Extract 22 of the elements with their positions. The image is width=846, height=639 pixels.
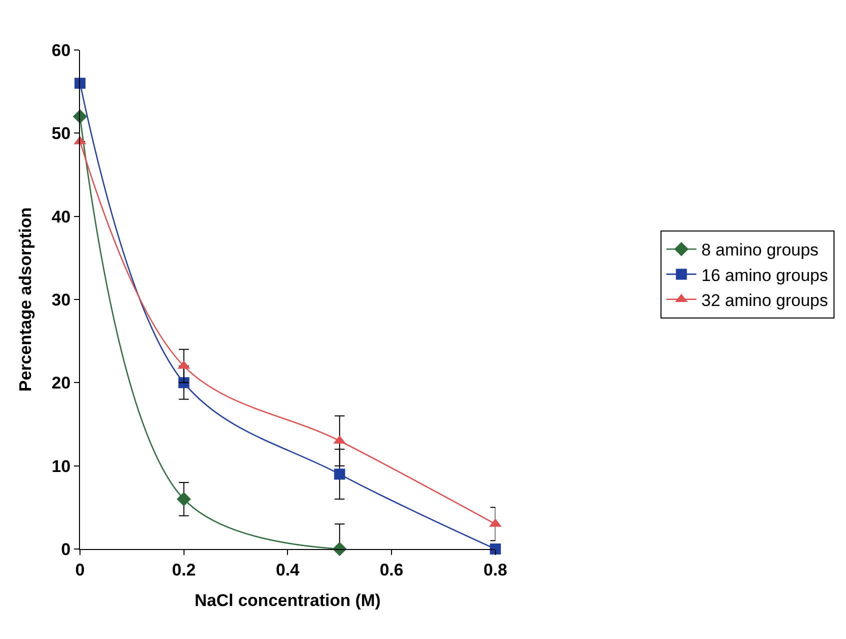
- y-tick-label: 0: [61, 540, 71, 559]
- y-tick-label: 40: [52, 207, 71, 226]
- legend-label: 32 amino groups: [701, 290, 828, 310]
- y-tick-label: 60: [52, 40, 71, 60]
- x-axis-title: NaCl concentration (M): [194, 590, 381, 610]
- x-tick-label: 0.4: [276, 560, 300, 580]
- x-tick-label: 0.8: [484, 560, 508, 580]
- y-tick-label: 20: [52, 374, 71, 393]
- legend-label: 8 amino groups: [701, 240, 819, 260]
- point: [72, 109, 88, 124]
- point: [490, 544, 501, 554]
- x-tick-label: 0: [75, 560, 85, 580]
- point: [334, 468, 346, 480]
- point: [176, 492, 191, 506]
- y-tick-label: 50: [52, 124, 71, 144]
- y-axis-title: Percentage adsorption: [16, 207, 36, 392]
- y-tick-label: 10: [52, 456, 71, 476]
- x-tick-label: 0.6: [380, 560, 404, 580]
- point: [74, 78, 86, 89]
- legend-label: 16 amino groups: [701, 266, 828, 285]
- y-tick-label: 30: [52, 290, 71, 310]
- x-tick-label: 0.2: [172, 560, 196, 580]
